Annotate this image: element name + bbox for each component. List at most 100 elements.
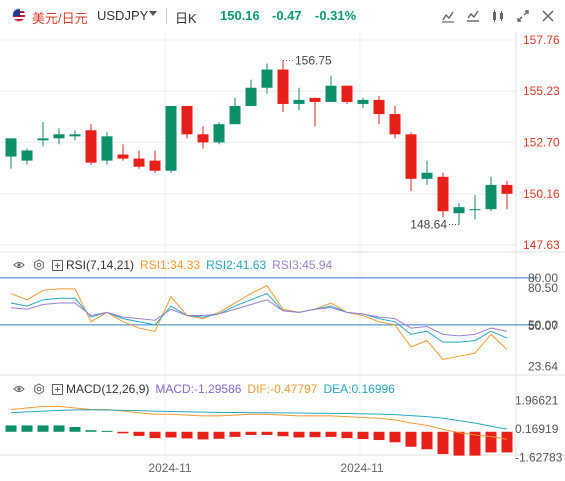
- symbol-code[interactable]: USDJPY: [97, 8, 149, 23]
- candle-body: [437, 176, 449, 212]
- macd-bar: [341, 431, 353, 439]
- macd-bar: [245, 431, 257, 435]
- low-label: 148.64: [410, 218, 447, 232]
- rsi-label: RSI(7,14,21): [66, 258, 135, 272]
- macd-bar: [85, 430, 97, 432]
- macd-bar: [485, 431, 497, 453]
- chart-style-icon[interactable]: [463, 6, 483, 26]
- macd-axis-label: 1.96621: [515, 394, 559, 408]
- candle-body: [117, 154, 129, 159]
- macd-bar: [389, 431, 401, 443]
- time-axis-label: 2024-11: [340, 461, 383, 475]
- macd-bar: [453, 431, 465, 456]
- chevron-down-icon[interactable]: [149, 11, 157, 16]
- us-flag-icon: [12, 8, 26, 22]
- gear-icon[interactable]: [32, 382, 46, 396]
- candle-body: [69, 134, 81, 137]
- macd-bar: [373, 431, 385, 441]
- divider: [166, 8, 167, 24]
- price-chart[interactable]: 157.76 155.23 152.70 150.16 147.63 156.75 148.…: [0, 32, 565, 481]
- candle-body: [85, 130, 97, 163]
- rsi2-value: RSI2:41.63: [206, 258, 267, 272]
- candle-body: [501, 184, 513, 194]
- macd-bar: [293, 431, 305, 438]
- candle-body: [421, 172, 433, 179]
- macd-bar: [405, 431, 417, 447]
- candle-body: [53, 134, 65, 139]
- candle-body: [277, 69, 289, 104]
- macd-value: MACD:-1.29586: [155, 382, 242, 396]
- price-change-pct: -0.31%: [315, 8, 357, 23]
- time-axis-label: 2024-11: [148, 461, 191, 475]
- macd-bar: [37, 425, 49, 432]
- rsi-line-rsi1: [10, 285, 508, 360]
- candle-body: [261, 69, 273, 88]
- rsi-axis-label: 23.64: [528, 359, 558, 373]
- price-change: -0.47: [272, 8, 302, 23]
- price-axis-label: 155.23: [523, 84, 560, 98]
- candle-body: [341, 85, 353, 102]
- edit-icon[interactable]: [488, 6, 508, 26]
- dea-line: [10, 409, 508, 430]
- candle-body: [165, 105, 177, 171]
- candle-body: [469, 209, 481, 211]
- candle-body: [309, 97, 321, 102]
- macd-label: MACD(12,26,9): [66, 382, 150, 396]
- price-axis-label: 157.76: [523, 33, 560, 47]
- macd-bar: [421, 431, 433, 450]
- macd-bar: [101, 430, 113, 432]
- last-price: 150.16: [220, 8, 260, 23]
- macd-bar: [5, 425, 17, 432]
- rsi-axis-label: 50.00: [528, 318, 558, 332]
- macd-bar: [501, 431, 513, 453]
- gear-icon[interactable]: [32, 258, 46, 272]
- candle-body: [5, 138, 17, 157]
- rsi3-value: RSI3:45.94: [272, 258, 333, 272]
- macd-bar: [117, 431, 129, 434]
- candle-body: [229, 105, 241, 125]
- draw-icon[interactable]: [438, 6, 458, 26]
- macd-bar: [213, 431, 225, 439]
- chart-toolbar: 美元/日元 USDJPY 日K 150.16 -0.47 -0.31%: [0, 0, 565, 32]
- macd-bar: [437, 431, 449, 455]
- candle-body: [357, 99, 369, 104]
- candle-body: [133, 158, 145, 167]
- price-axis-label: 152.70: [523, 135, 560, 149]
- price-axis-label: 147.63: [523, 238, 560, 252]
- rsi-line-rsi3: [10, 299, 508, 337]
- candle-body: [197, 134, 209, 143]
- candle-body: [101, 136, 113, 161]
- rsi1-value: RSI1:34.33: [140, 258, 201, 272]
- candle-body: [453, 207, 465, 214]
- symbol-name[interactable]: 美元/日元: [32, 11, 88, 26]
- macd-bar: [21, 425, 33, 432]
- macd-legend: MACD(12,26,9) MACD:-1.29586 DIF:-0.47797…: [12, 382, 401, 396]
- candle-body: [405, 134, 417, 179]
- fullscreen-icon[interactable]: [513, 6, 533, 26]
- candle-body: [373, 99, 385, 115]
- eye-icon[interactable]: [12, 382, 26, 396]
- plus-box-icon[interactable]: [52, 259, 63, 271]
- macd-bar: [69, 427, 81, 432]
- macd-bar: [197, 431, 209, 440]
- macd-bar: [309, 431, 321, 438]
- macd-bar: [325, 431, 337, 437]
- eye-icon[interactable]: [12, 258, 26, 272]
- close-icon[interactable]: [538, 6, 558, 26]
- macd-axis-label: -1.62783: [515, 451, 563, 465]
- macd-bar: [469, 431, 481, 456]
- plus-box-icon[interactable]: [52, 383, 63, 395]
- macd-bar: [133, 431, 145, 436]
- candle-body: [213, 124, 225, 143]
- candle-body: [21, 150, 33, 161]
- macd-bar: [261, 431, 273, 435]
- dea-value: DEA:0.16996: [323, 382, 395, 396]
- candle-body: [485, 184, 497, 210]
- macd-bar: [165, 431, 177, 438]
- candle-body: [181, 105, 193, 135]
- macd-bar: [229, 431, 241, 437]
- candle-body: [293, 99, 305, 104]
- rsi-axis-label: 80.00: [528, 271, 558, 285]
- period-selector[interactable]: 日K: [175, 11, 197, 26]
- rsi-line-rsi2: [10, 292, 508, 343]
